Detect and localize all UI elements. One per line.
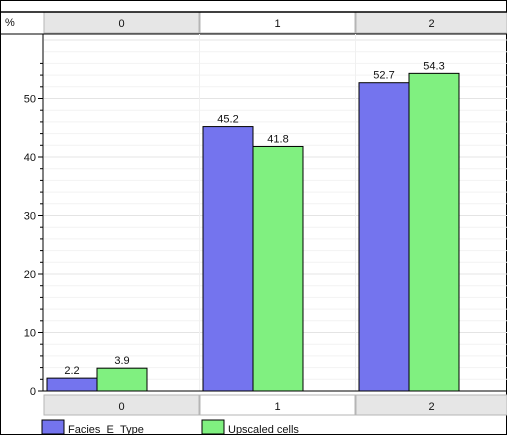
data-label: 45.2 — [217, 114, 238, 126]
data-labels: 2.2 3.9 45.2 41.8 52.7 54.3 — [64, 60, 444, 377]
legend-label: Upscaled cells — [228, 424, 299, 435]
data-label: 3.9 — [114, 355, 129, 367]
x-tick-label: 1 — [274, 401, 280, 413]
data-label: 2.2 — [64, 365, 79, 377]
bottom-category-header: 0 1 2 — [43, 394, 507, 416]
bar — [408, 72, 460, 392]
bars — [46, 72, 460, 392]
x-tick-label: 2 — [428, 401, 434, 413]
data-label: 41.8 — [267, 133, 288, 145]
top-category-label: 1 — [274, 18, 280, 30]
y-tick-label: 0 — [30, 386, 36, 398]
legend: Facies_E_Type Upscaled cells — [41, 419, 299, 435]
top-category-label: 0 — [118, 18, 124, 30]
data-label: 54.3 — [423, 60, 444, 72]
y-unit-label: % — [5, 17, 15, 29]
bar — [202, 126, 254, 392]
data-label: 52.7 — [373, 70, 394, 82]
top-category-label: 2 — [428, 18, 434, 30]
top-category-header: 0 1 2 — [0, 11, 507, 35]
bar — [252, 145, 304, 392]
y-tick-label: 40 — [24, 152, 36, 164]
y-tick-label: 10 — [24, 328, 36, 340]
legend-swatch — [41, 419, 65, 435]
bottom-header-cell — [355, 394, 507, 416]
y-ticks: 0 10 20 30 40 50 — [24, 62, 43, 398]
legend-label: Facies_E_Type — [68, 424, 144, 435]
y-tick-label: 30 — [24, 211, 36, 223]
y-tick-label: 50 — [24, 94, 36, 106]
x-tick-label: 0 — [118, 401, 124, 413]
bar — [46, 377, 98, 392]
bottom-header-cell — [43, 394, 200, 416]
y-tick-label: 20 — [24, 269, 36, 281]
bar — [96, 367, 148, 392]
bar — [358, 82, 410, 392]
legend-swatch — [201, 419, 225, 435]
bottom-header-cell — [199, 394, 356, 416]
